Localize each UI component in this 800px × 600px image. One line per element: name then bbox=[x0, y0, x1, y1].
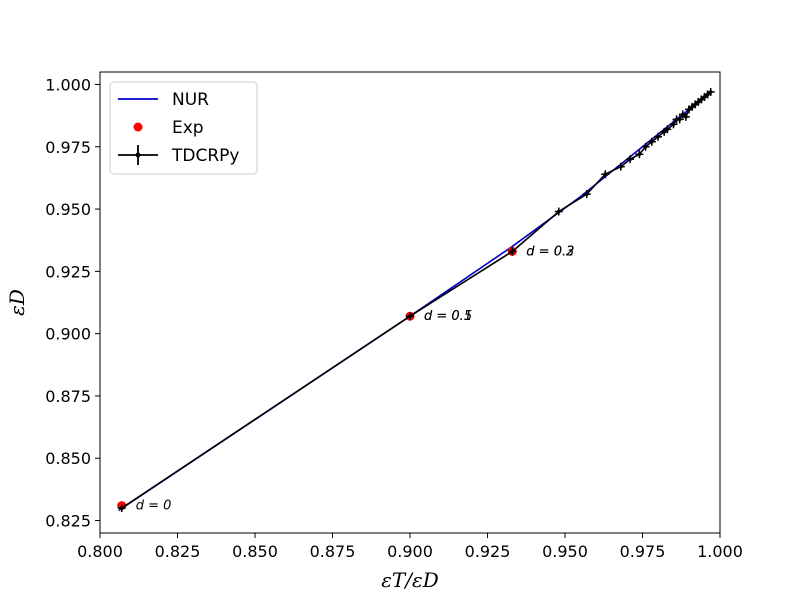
point-annotation: d = 0.1 bbox=[424, 309, 472, 324]
tdcrpy-point bbox=[408, 314, 412, 319]
y-tick-label: 0.950 bbox=[45, 200, 91, 219]
tdcrpy-point bbox=[584, 192, 589, 196]
x-tick-label: 0.850 bbox=[232, 542, 278, 561]
plot-area: d = 0 d = 0.5d = 0.1 d = 0.2d = 0.3 bbox=[117, 87, 715, 514]
y-tick-label: 0.875 bbox=[45, 387, 91, 406]
tdcrpy-point bbox=[708, 90, 713, 94]
point-annotation: d = 0 bbox=[136, 499, 172, 514]
tdcrpy-point bbox=[603, 172, 608, 176]
tdcrpy-point bbox=[656, 134, 660, 139]
tdcrpy-point bbox=[699, 97, 704, 102]
point-annotation: d = 0.5 bbox=[424, 309, 472, 324]
tdcrpy-point bbox=[684, 115, 688, 119]
x-tick-label: 0.900 bbox=[387, 542, 433, 561]
y-axis-label: εD bbox=[5, 289, 29, 316]
legend-box bbox=[109, 81, 258, 175]
x-tick-label: 1.000 bbox=[697, 542, 743, 561]
x-tick-label: 0.800 bbox=[77, 542, 123, 561]
y-tick-label: 0.900 bbox=[45, 325, 91, 344]
tdcrpy-point bbox=[557, 209, 561, 214]
tdcrpy-point bbox=[665, 127, 670, 132]
legend-swatch-tdcrpy-dot bbox=[135, 152, 141, 158]
tdcrpy-point bbox=[119, 506, 124, 510]
tdcrpy-point bbox=[681, 112, 685, 117]
point-annotation: d = 0.3 bbox=[526, 244, 574, 259]
legend-swatch-exp bbox=[133, 122, 143, 132]
tdcrpy-point bbox=[690, 105, 694, 109]
y-tick-label: 0.850 bbox=[45, 449, 91, 468]
point-annotation: d = 0.2 bbox=[526, 244, 574, 259]
tdcrpy-point bbox=[702, 95, 707, 99]
legend: NUR Exp TDCRPy bbox=[109, 81, 258, 175]
tdcrpy-point bbox=[687, 107, 691, 112]
y-tick-label: 0.975 bbox=[45, 138, 91, 157]
y-tick-label: 0.825 bbox=[45, 512, 91, 531]
x-tick-label: 0.925 bbox=[465, 542, 511, 561]
tdcrpy-point bbox=[643, 144, 648, 149]
tdcrpy-point bbox=[619, 164, 623, 169]
x-axis-label: εT/εD bbox=[381, 568, 439, 592]
tdcrpy-point bbox=[705, 92, 710, 97]
x-tick-label: 0.975 bbox=[620, 542, 666, 561]
x-tick-label: 0.875 bbox=[310, 542, 356, 561]
legend-label: Exp bbox=[172, 118, 204, 138]
tdcrpy-point bbox=[510, 249, 515, 254]
axes: 0.800 0.825 0.850 0.875 0.900 0.925 0.950 0.975… bbox=[5, 71, 743, 592]
tdcrpy-point bbox=[662, 130, 666, 134]
y-tick-label: 1.000 bbox=[45, 75, 91, 94]
tdcrpy-point bbox=[696, 100, 701, 104]
tdcrpy-point bbox=[637, 152, 642, 157]
x-tick-label: 0.825 bbox=[155, 542, 201, 561]
tdcrpy-point bbox=[650, 139, 654, 144]
legend-label: NUR bbox=[172, 90, 209, 110]
legend-label: TDCRPy bbox=[171, 146, 239, 166]
x-tick-label: 0.950 bbox=[542, 542, 588, 561]
tdcrpy-point bbox=[693, 102, 697, 107]
tdcrpy-point bbox=[628, 157, 632, 162]
tdcrpy-point bbox=[677, 117, 682, 122]
y-tick-label: 0.925 bbox=[45, 262, 91, 281]
tdcrpy-point bbox=[671, 122, 676, 127]
